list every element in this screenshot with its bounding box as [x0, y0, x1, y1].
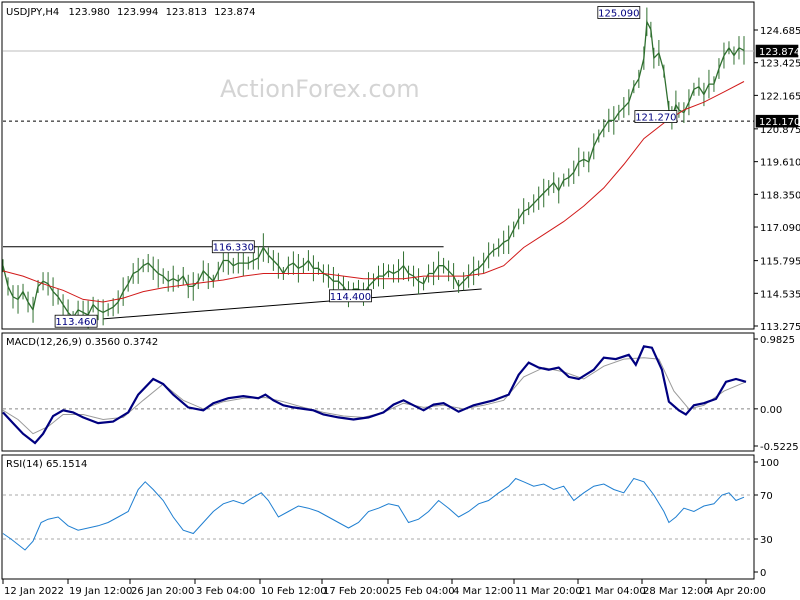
price-y-tick-label: 120.875	[760, 125, 800, 136]
price-annotation-box	[597, 6, 641, 19]
price-annotation-box	[634, 110, 678, 123]
rsi-y-tick-label: 70	[760, 491, 773, 502]
price-y-tick-label: 124.685	[760, 26, 800, 37]
x-tick-label: 4 Mar 12:00	[453, 586, 513, 597]
macd-line	[2, 345, 747, 445]
price-y-tick-label: 122.165	[760, 91, 800, 102]
ohlc-close: 123.874	[214, 7, 255, 18]
macd-y-tick-label: 0.00	[760, 405, 782, 416]
macd-panel-frame	[1, 332, 755, 452]
price-annotation-box	[54, 314, 98, 328]
watermark: ActionForex.com	[220, 75, 420, 103]
ohlc-open: 123.980	[68, 7, 109, 18]
rsi-level-lines	[3, 494, 754, 540]
current-price-label-box	[755, 44, 799, 58]
price-y-tick-label: 119.610	[760, 158, 800, 169]
current-price-label: 123.874	[759, 47, 800, 58]
price-annotation-box	[329, 289, 372, 303]
price-annotation-box	[211, 240, 255, 254]
rsi-label: RSI(14) 65.1514	[6, 459, 87, 470]
x-tick-label: 17 Feb 20:00	[323, 586, 389, 597]
rsi-y-tick-label: 100	[760, 458, 779, 469]
rsi-y-tick-label: 0	[760, 568, 766, 579]
x-tick-label: 26 Jan 20:00	[131, 586, 194, 597]
price-panel-frame	[1, 1, 755, 330]
price-annotations: 125.090 121.270 116.330 114.400 113.460	[54, 6, 678, 328]
ohlc-low: 123.813	[166, 7, 207, 18]
rsi-panel-frame	[1, 454, 755, 580]
macd-y-tick-label: -0.5225	[760, 442, 799, 453]
x-tick-label: 19 Jan 12:00	[69, 586, 132, 597]
rsi-line	[2, 477, 745, 551]
x-tick-label: 4 Apr 20:00	[707, 586, 766, 597]
support-level-label: 121.170	[759, 117, 800, 128]
moving-average-line	[2, 81, 745, 303]
price-y-tick-label: 113.275	[760, 322, 800, 333]
price-annotation-label: 116.330	[213, 243, 254, 254]
rsi-y-axis: 100 70 30 0	[754, 458, 779, 579]
x-tick-label: 3 Feb 04:00	[196, 586, 255, 597]
price-annotation-label: 121.270	[635, 113, 676, 124]
x-tick-label: 25 Feb 04:00	[389, 586, 455, 597]
price-annotation-label: 125.090	[598, 8, 639, 19]
x-tick-label: 28 Mar 12:00	[643, 586, 710, 597]
x-tick-label: 10 Feb 12:00	[261, 586, 327, 597]
chart-header: USDJPY,H4 123.980 123.994 123.813 123.87…	[6, 7, 255, 18]
x-tick-label: 12 Jan 2022	[4, 586, 64, 597]
price-y-tick-label: 117.090	[760, 223, 800, 234]
support-level-label-box	[755, 114, 799, 128]
x-tick-label: 21 Mar 04:00	[579, 586, 646, 597]
price-y-tick-label: 114.535	[760, 289, 800, 300]
macd-y-axis: 0.9825 0.00 -0.5225	[754, 335, 799, 453]
price-annotation-label: 113.460	[55, 317, 96, 328]
price-horizontal-lines: 123.874 121.170	[3, 44, 800, 128]
macd-y-tick-label: 0.9825	[760, 335, 795, 346]
price-y-tick-label: 118.350	[760, 190, 800, 201]
x-tick-label: 11 Mar 20:00	[515, 586, 582, 597]
price-y-tick-label: 123.425	[760, 59, 800, 70]
symbol-label: USDJPY,H4	[6, 7, 59, 18]
price-y-axis: 124.685 123.425 122.165 120.875 119.610 118.3…	[754, 26, 800, 333]
price-bar-ticks	[2, 7, 745, 330]
price-annotation-label: 114.400	[330, 292, 371, 303]
price-y-tick-label: 115.795	[760, 257, 800, 268]
ohlc-high: 123.994	[117, 7, 158, 18]
rsi-y-tick-label: 30	[760, 535, 773, 546]
macd-label: MACD(12,26,9) 0.3560 0.3742	[6, 337, 158, 348]
